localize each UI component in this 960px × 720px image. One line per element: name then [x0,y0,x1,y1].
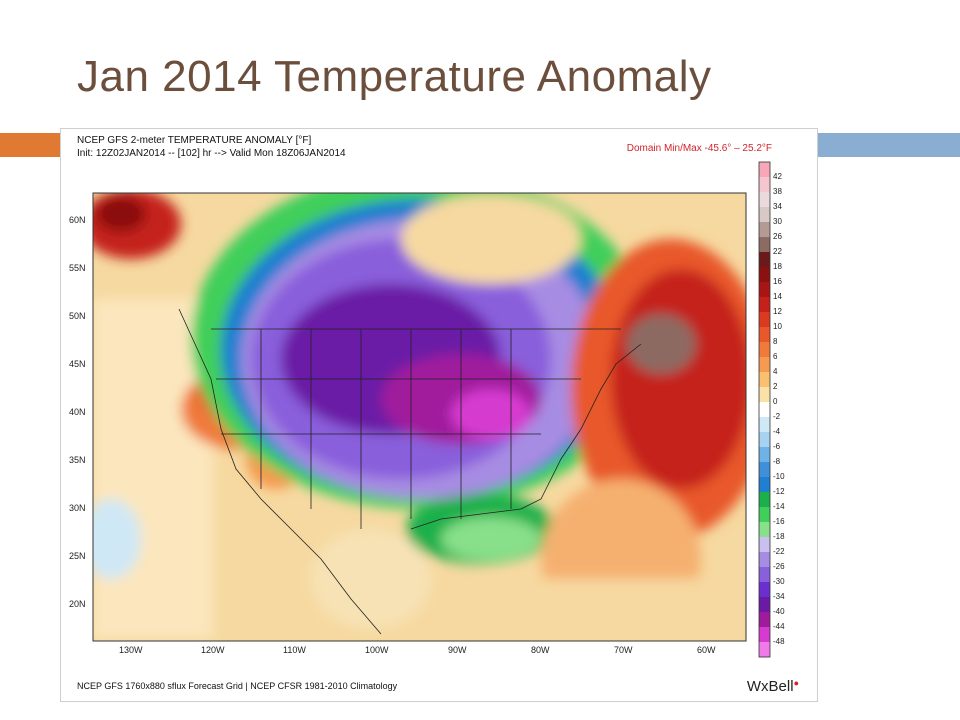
lon-label: 100W [365,645,389,655]
colorbar-label: -8 [773,457,781,466]
colorbar-swatch [759,477,770,493]
colorbar-label: 6 [773,352,778,361]
lat-label: 25N [69,551,86,561]
lon-label: 60W [697,645,716,655]
colorbar-label: -12 [773,487,785,496]
boundaries [178,308,642,635]
colorbar-swatch [759,357,770,373]
colorbar-swatch [759,507,770,523]
colorbar-swatch [759,267,770,283]
colorbar-swatch [759,297,770,313]
colorbar-swatch [759,642,770,658]
colorbar-swatch [759,387,770,403]
colorbar-label: 2 [773,382,778,391]
lat-label: 60N [69,215,86,225]
colorbar-label: 12 [773,307,782,316]
colorbar-swatch [759,552,770,568]
domain-minmax: Domain Min/Max -45.6° – 25.2°F [626,143,772,154]
colorbar-label: 4 [773,367,778,376]
lat-label: 35N [69,455,86,465]
colorbar [759,162,770,658]
anomaly-map [92,161,771,658]
colorbar-swatch [759,162,770,178]
lat-label: 50N [69,311,86,321]
colorbar-swatch [759,417,770,433]
colorbar-label: -40 [773,607,785,616]
colorbar-label: 18 [773,262,782,271]
map-frame [92,192,747,642]
colorbar-label: 38 [773,187,782,196]
colorbar-swatch [759,282,770,298]
colorbar-swatch [759,252,770,268]
colorbar-label: -30 [773,577,785,586]
map-header-line1: NCEP GFS 2-meter TEMPERATURE ANOMALY [°F… [77,135,312,146]
colorbar-swatch [759,582,770,598]
lat-label: 20N [69,599,86,609]
colorbar-label: -26 [773,562,785,571]
lat-label: 40N [69,407,86,417]
colorbar-swatch [759,597,770,613]
logo-text: WxBell [746,678,794,695]
accent-bar-right [815,133,960,157]
colorbar-label: -48 [773,637,785,646]
colorbar-swatch [759,447,770,463]
anomaly-map-figure: NCEP GFS 2-meter TEMPERATURE ANOMALY [°F… [60,128,818,702]
colorbar-swatch [759,432,770,448]
colorbar-label: -44 [773,622,785,631]
colorbar-label: 16 [773,277,782,286]
colorbar-swatch [759,462,770,478]
colorbar-label: -16 [773,517,785,526]
colorbar-label: 26 [773,232,782,241]
colorbar-swatch [759,627,770,643]
colorbar-swatch [759,567,770,583]
logo-dot-icon: ● [793,678,799,688]
lon-label: 110W [283,645,306,655]
colorbar-label: -18 [773,532,785,541]
colorbar-label: -2 [773,412,781,421]
colorbar-swatch [759,342,770,358]
colorbar-swatch [759,327,770,343]
colorbar-swatch [759,402,770,418]
map-footer: NCEP GFS 1760x880 sflux Forecast Grid | … [77,681,398,691]
colorbar-label: -6 [773,442,781,451]
colorbar-swatch [759,222,770,238]
colorbar-swatch [759,492,770,508]
colorbar-label: -34 [773,592,785,601]
slide-title: Jan 2014 Temperature Anomaly [77,52,712,101]
colorbar-swatch [759,177,770,193]
colorbar-label: 30 [773,217,782,226]
colorbar-label: 10 [773,322,782,331]
colorbar-label: 0 [773,397,778,406]
colorbar-label: 34 [773,202,782,211]
colorbar-swatch [759,522,770,538]
colorbar-label: 14 [773,292,782,301]
colorbar-swatch [759,612,770,628]
wxbell-logo: WxBell● [747,678,799,695]
colorbar-label: 8 [773,337,778,346]
lon-label: 120W [201,645,225,655]
lon-label: 70W [614,645,633,655]
anomaly-field [93,193,746,641]
accent-bar-left [0,133,60,157]
lon-label: 80W [531,645,550,655]
colorbar-label: 42 [773,172,782,181]
colorbar-swatch [759,192,770,208]
colorbar-label: -10 [773,472,785,481]
colorbar-label: -22 [773,547,785,556]
colorbar-frame [758,161,771,658]
colorbar-swatch [759,207,770,223]
colorbar-label: -4 [773,427,781,436]
colorbar-swatch [759,237,770,253]
colorbar-swatch [759,537,770,553]
lat-label: 45N [69,359,86,369]
lat-label: 30N [69,503,86,513]
lon-label: 90W [448,645,467,655]
lat-label: 55N [69,263,86,273]
colorbar-label: 22 [773,247,782,256]
map-header-line2: Init: 12Z02JAN2014 -- [102] hr --> Valid… [77,148,346,159]
colorbar-swatch [759,372,770,388]
colorbar-swatch [759,312,770,328]
lon-label: 130W [119,645,143,655]
colorbar-label: -14 [773,502,785,511]
